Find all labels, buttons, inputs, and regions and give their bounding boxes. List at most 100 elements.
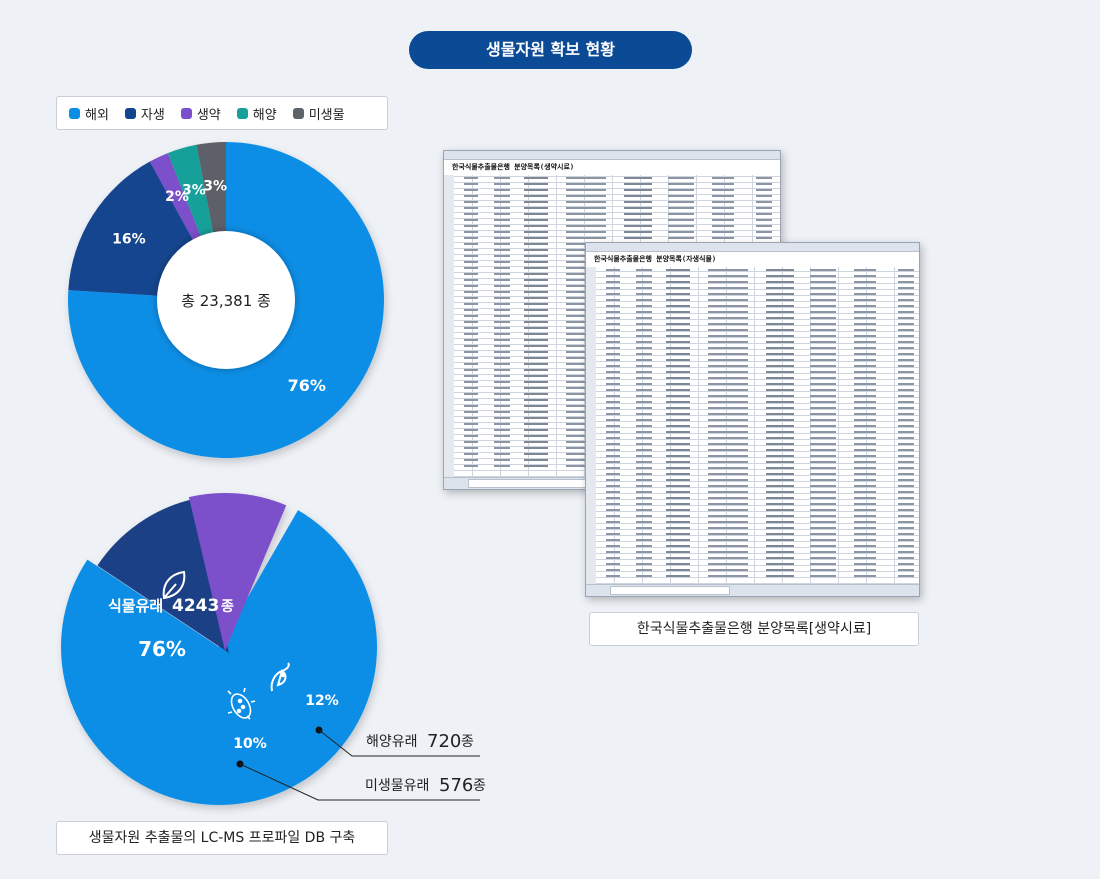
marine-callout-name: 해양유래 xyxy=(366,734,418,750)
donut-slice-label-3: 2% xyxy=(165,189,189,205)
spreadsheet-row xyxy=(456,187,776,193)
spreadsheet-row xyxy=(598,549,915,555)
spreadsheet-row xyxy=(456,235,776,241)
spreadsheet-row xyxy=(456,223,776,229)
spreadsheet-row xyxy=(598,405,915,411)
spreadsheet-row xyxy=(598,297,915,303)
legend-label-microbe: 미생물 xyxy=(308,107,345,123)
spreadsheet-row xyxy=(598,483,915,489)
plant-label: 식물유래 xyxy=(108,597,163,615)
donut-chart xyxy=(67,142,385,458)
spreadsheet-row xyxy=(598,513,915,519)
marine-callout-count: 720 xyxy=(427,731,461,752)
legend-swatch-overseas xyxy=(69,107,80,119)
spreadsheet-status-bar xyxy=(586,584,919,596)
spreadsheet-row xyxy=(598,417,915,423)
spreadsheet-title: 한국식물추출물은행 분양목록(생약시료) xyxy=(452,163,575,171)
spreadsheet-row xyxy=(598,321,915,327)
fish-icon xyxy=(270,662,290,692)
spreadsheet-row xyxy=(598,423,915,429)
donut-center-label: 총 23,381 종 xyxy=(181,292,271,310)
marine-callout: 해양유래 720 종 xyxy=(315,726,480,757)
donut-center-hole xyxy=(157,231,295,369)
spreadsheet-row xyxy=(598,327,915,333)
spreadsheet-title: 한국식물추출물은행 분양목록(자생식물) xyxy=(594,255,717,263)
spreadsheet-row xyxy=(598,447,915,453)
spreadsheet-row xyxy=(598,543,915,549)
spreadsheet-row xyxy=(598,465,915,471)
spreadsheet-row xyxy=(598,351,915,357)
pie-slice-1 xyxy=(61,510,377,805)
legend-label-marine: 해양 xyxy=(252,107,277,123)
micro-callout-name: 미생물유래 xyxy=(365,778,429,794)
legend-label-overseas: 해외 xyxy=(85,107,109,123)
micro-callout-unit: 종 xyxy=(473,778,486,794)
donut-slice-1 xyxy=(67,142,385,458)
spreadsheet-row xyxy=(456,229,776,235)
spreadsheet-row xyxy=(456,205,776,211)
spreadsheet-row xyxy=(598,441,915,447)
spreadsheet-row xyxy=(598,315,915,321)
sheet-tab[interactable] xyxy=(468,479,588,488)
spreadsheet-row xyxy=(598,489,915,495)
spreadsheet-row xyxy=(598,381,915,387)
marine-pct: 12% xyxy=(305,693,339,709)
spreadsheet-row xyxy=(598,537,915,543)
leaf-icon xyxy=(162,570,186,600)
donut-slice-labels: 76%16%2%3%3% xyxy=(112,179,326,396)
spreadsheet-row xyxy=(598,267,915,273)
microbe-icon xyxy=(227,687,256,720)
spreadsheet-row xyxy=(598,501,915,507)
spreadsheet-row xyxy=(598,357,915,363)
spreadsheet-row xyxy=(598,519,915,525)
spreadsheet-row xyxy=(456,199,776,205)
donut-slice-2 xyxy=(68,161,227,300)
spreadsheet-row xyxy=(598,435,915,441)
spreadsheet-row xyxy=(598,477,915,483)
spreadsheet-row xyxy=(598,555,915,561)
chart-legend: 해외 자생 생약 해양 미생물 xyxy=(56,96,388,130)
spreadsheet-row xyxy=(598,561,915,567)
spreadsheet-row xyxy=(598,459,915,465)
spreadsheet-row xyxy=(598,525,915,531)
spreadsheet-native: 한국식물추출물은행 분양목록(자생식물) xyxy=(585,242,920,597)
legend-swatch-native xyxy=(124,107,136,119)
donut-slice-label-1: 76% xyxy=(288,376,326,395)
pie-chart xyxy=(61,493,377,805)
legend-item-herbal: 생약 xyxy=(180,104,221,123)
spreadsheet-row xyxy=(598,273,915,279)
legend-item-native: 자생 xyxy=(124,104,165,123)
spreadsheet-row xyxy=(598,429,915,435)
legend-item-overseas: 해외 xyxy=(69,104,109,123)
legend-swatch-herbal xyxy=(180,107,192,119)
spreadsheet-row xyxy=(456,193,776,199)
spreadsheet-row xyxy=(456,211,776,217)
bottom-caption: 생물자원 추출물의 LC-MS 프로파일 DB 구축 xyxy=(56,821,388,855)
donut-slice-3 xyxy=(149,153,226,300)
spreadsheet-row xyxy=(598,567,915,573)
plant-count: 4243 xyxy=(172,596,219,616)
spreadsheet-row xyxy=(598,453,915,459)
spreadsheet-row xyxy=(456,217,776,223)
legend-item-marine: 해양 xyxy=(236,104,277,123)
spreadsheet-row xyxy=(598,333,915,339)
spreadsheet-row xyxy=(598,495,915,501)
donut-slice-4 xyxy=(167,144,226,300)
spreadsheet-row xyxy=(598,369,915,375)
spreadsheet-column-header xyxy=(586,243,919,252)
spreadsheet-row xyxy=(598,309,915,315)
legend-swatch-marine xyxy=(236,107,248,119)
marine-callout-unit: 종 xyxy=(461,734,474,750)
plant-pct: 76% xyxy=(138,637,186,661)
micro-pct: 10% xyxy=(233,736,267,752)
spreadsheet-row xyxy=(598,339,915,345)
sheet-tab[interactable] xyxy=(610,586,730,595)
legend-item-microbe: 미생물 xyxy=(292,104,345,123)
plant-unit: 종 xyxy=(221,599,234,615)
spreadsheet-row xyxy=(598,279,915,285)
legend-swatch-microbe xyxy=(292,107,304,119)
spreadsheet-caption: 한국식물추출물은행 분양목록[생약시료] xyxy=(589,612,919,646)
spreadsheet-row xyxy=(598,291,915,297)
donut-slice-label-5: 3% xyxy=(203,179,227,195)
spreadsheet-row xyxy=(598,375,915,381)
